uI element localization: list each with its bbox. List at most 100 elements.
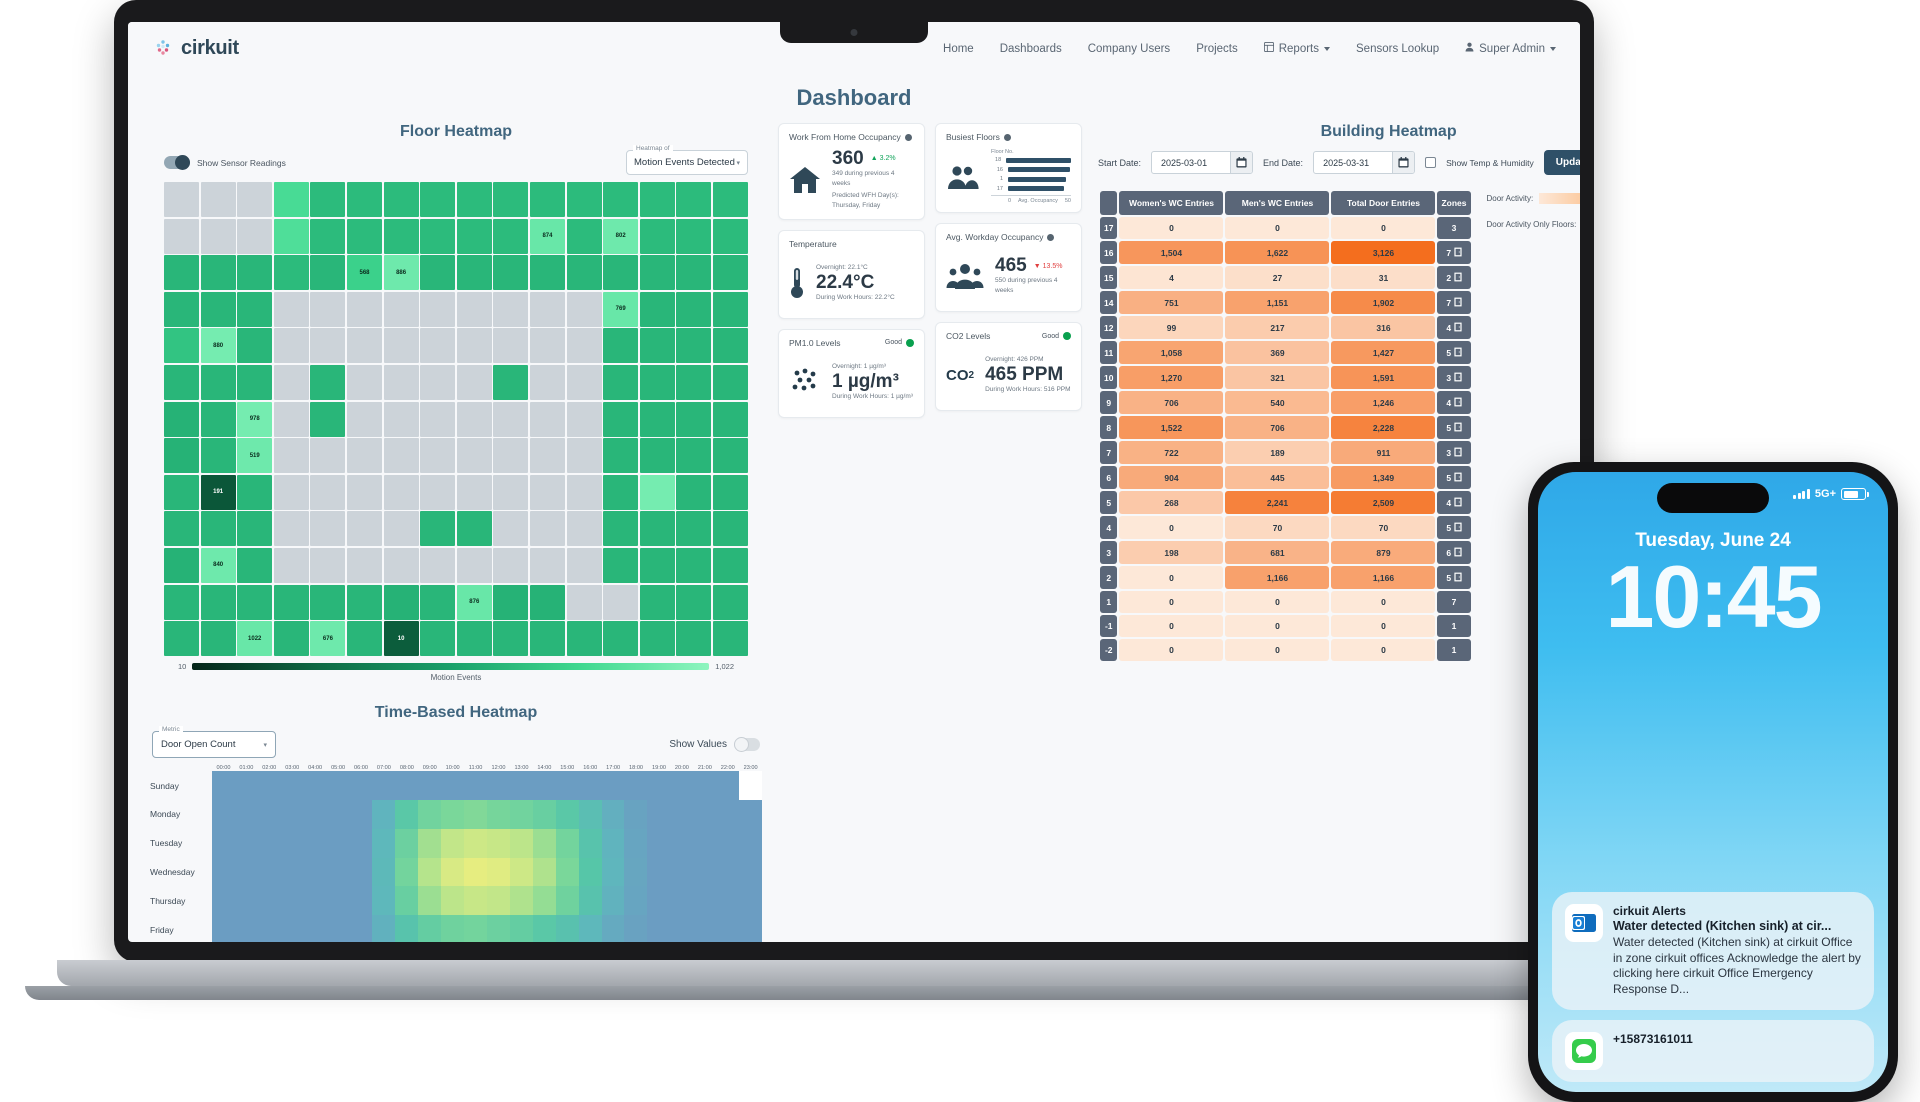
time-cell[interactable] (257, 828, 281, 858)
floor-cell[interactable] (383, 547, 419, 584)
time-cell[interactable] (395, 886, 419, 916)
floor-cell[interactable]: 676 (310, 621, 346, 657)
floor-cell[interactable] (273, 218, 309, 254)
floor-cell[interactable] (566, 621, 602, 657)
floor-cell[interactable] (273, 438, 309, 474)
time-cell[interactable] (212, 857, 235, 887)
floor-cell[interactable] (420, 328, 456, 364)
time-cell[interactable] (326, 886, 350, 916)
floor-cell[interactable] (420, 255, 456, 291)
table-row[interactable]: 17 0 0 0 3 (1100, 217, 1471, 239)
time-cell[interactable] (418, 771, 442, 801)
time-cell[interactable] (647, 800, 671, 829)
time-cell[interactable] (349, 800, 373, 829)
floor-cell[interactable] (200, 584, 236, 620)
floor-cell[interactable] (603, 182, 639, 218)
floor-cell[interactable] (346, 328, 383, 364)
floor-cell[interactable] (493, 474, 529, 510)
floor-cell[interactable]: 978 (237, 401, 273, 437)
time-cell[interactable] (486, 915, 510, 942)
floor-cell[interactable] (310, 547, 346, 584)
floor-cell[interactable] (639, 291, 675, 327)
time-cell[interactable] (601, 828, 625, 858)
floor-cell[interactable] (493, 511, 529, 547)
floor-cell[interactable] (456, 291, 492, 327)
floor-cell[interactable] (639, 584, 675, 620)
time-cell[interactable] (257, 886, 281, 916)
floor-cell[interactable] (164, 255, 200, 291)
floor-cell[interactable] (310, 291, 346, 327)
time-cell[interactable] (601, 857, 625, 887)
floor-cell[interactable]: 840 (200, 547, 236, 584)
time-cell[interactable] (601, 886, 625, 916)
time-cell[interactable] (372, 857, 396, 887)
floor-cell[interactable] (273, 291, 309, 327)
time-cell[interactable] (486, 828, 510, 858)
time-cell[interactable] (257, 800, 281, 829)
floor-cell[interactable] (676, 584, 712, 620)
kpi-card-temperature[interactable]: Temperature (778, 229, 925, 319)
time-cell[interactable] (509, 828, 533, 858)
floor-cell[interactable] (566, 401, 602, 437)
floor-cell[interactable] (603, 621, 639, 657)
floor-cell[interactable] (420, 182, 456, 218)
floor-cell[interactable] (529, 621, 566, 657)
floor-cell[interactable] (164, 511, 200, 547)
table-row[interactable]: 3 198 681 879 6 (1100, 541, 1471, 564)
floor-cell[interactable] (603, 547, 639, 584)
floor-cell[interactable] (529, 255, 566, 291)
start-date-input[interactable]: 2025-03-01 (1151, 151, 1254, 174)
floor-cell[interactable] (712, 474, 748, 510)
floor-cell[interactable]: 191 (200, 474, 236, 510)
floor-cell[interactable] (712, 218, 748, 254)
time-cell[interactable] (486, 771, 510, 801)
time-cell[interactable] (693, 857, 717, 887)
floor-cell[interactable] (237, 255, 273, 291)
floor-cell[interactable] (566, 291, 602, 327)
floor-cell[interactable] (493, 291, 529, 327)
time-cell[interactable] (578, 828, 602, 858)
floor-cell[interactable] (164, 547, 200, 584)
floor-cell[interactable] (639, 328, 675, 364)
floor-cell[interactable] (346, 511, 383, 547)
heatmap-of-select[interactable]: Heatmap of Motion Events Detected ▾ (626, 145, 748, 175)
floor-cell[interactable] (639, 474, 675, 510)
floor-cell[interactable] (420, 511, 456, 547)
floor-cell[interactable] (164, 291, 200, 327)
floor-cell[interactable] (639, 438, 675, 474)
floor-cell[interactable] (456, 511, 492, 547)
floor-cell[interactable] (383, 401, 419, 437)
time-cell[interactable] (326, 857, 350, 887)
time-cell[interactable] (280, 857, 304, 887)
floor-cell[interactable]: 568 (346, 255, 383, 291)
floor-cell[interactable] (310, 328, 346, 364)
time-cell[interactable] (212, 828, 235, 858)
floor-cell[interactable] (273, 547, 309, 584)
floor-cell[interactable] (237, 364, 273, 401)
floor-cell[interactable] (310, 584, 346, 620)
floor-cell[interactable] (456, 364, 492, 401)
floor-cell[interactable]: 1022 (237, 621, 273, 657)
floor-cell[interactable] (273, 401, 309, 437)
table-row[interactable]: 16 1,504 1,622 3,126 7 (1100, 241, 1471, 264)
floor-cell[interactable] (529, 364, 566, 401)
floor-cell[interactable] (566, 474, 602, 510)
floor-cell[interactable] (200, 291, 236, 327)
time-cell[interactable] (280, 915, 304, 942)
time-cell[interactable] (303, 915, 327, 942)
floor-cell[interactable]: 519 (237, 438, 273, 474)
time-cell[interactable] (280, 800, 304, 829)
time-cell[interactable] (234, 800, 258, 829)
time-cell[interactable] (326, 800, 350, 829)
time-cell[interactable] (532, 800, 556, 829)
floor-cell[interactable] (456, 182, 492, 218)
floor-cell[interactable] (529, 401, 566, 437)
floor-cell[interactable] (676, 547, 712, 584)
update-view-button[interactable]: Update View (1543, 150, 1580, 175)
floor-cell[interactable] (456, 218, 492, 254)
floor-cell[interactable] (273, 328, 309, 364)
floor-cell[interactable] (237, 328, 273, 364)
floor-cell[interactable] (383, 291, 419, 327)
calendar-icon[interactable] (1230, 152, 1253, 173)
time-cell[interactable] (739, 771, 762, 801)
